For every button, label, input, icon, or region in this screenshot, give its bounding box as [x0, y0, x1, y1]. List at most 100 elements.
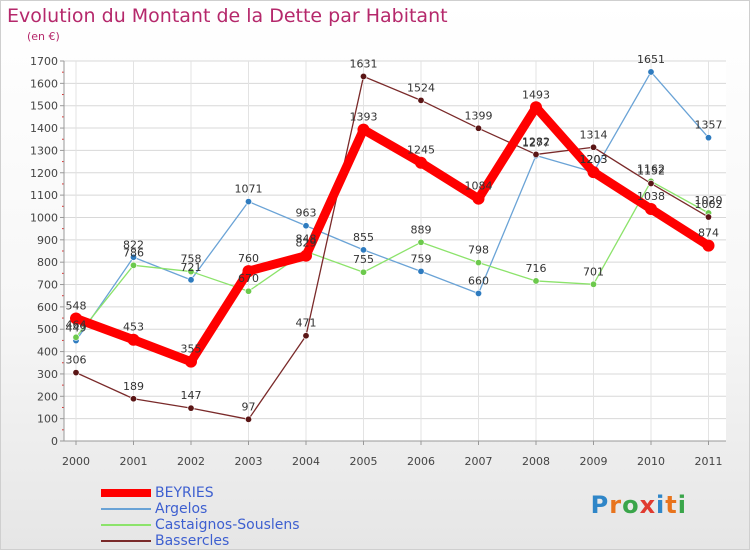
- data-label: 548: [66, 300, 87, 313]
- data-label: 701: [583, 265, 604, 278]
- x-tick-label: 2011: [695, 455, 723, 468]
- data-point: [589, 280, 597, 288]
- data-point: [302, 222, 310, 230]
- proxiti-logo: Proxiti: [591, 491, 687, 519]
- y-tick-label: 1400: [30, 122, 58, 135]
- data-label: 1002: [695, 198, 723, 211]
- data-point: [357, 123, 370, 136]
- data-label: 755: [353, 253, 374, 266]
- data-label: 1277: [522, 137, 550, 150]
- data-point: [187, 276, 195, 284]
- data-point: [589, 143, 597, 151]
- data-label: 1393: [350, 111, 378, 124]
- data-label: 1314: [580, 128, 608, 141]
- logo-letter: P: [590, 491, 610, 519]
- y-tick-label: 1000: [30, 211, 58, 224]
- plot-area: [64, 61, 726, 441]
- data-label: 1071: [235, 183, 263, 196]
- data-point: [185, 355, 197, 368]
- data-point: [647, 179, 655, 187]
- data-label: 874: [698, 227, 719, 240]
- series-line-beyries: [71, 102, 713, 367]
- data-point: [72, 333, 80, 341]
- data-label: 798: [468, 244, 489, 257]
- data-point: [532, 277, 540, 285]
- data-point: [645, 202, 657, 215]
- x-tick-label: 2005: [350, 455, 378, 468]
- data-point: [187, 404, 195, 412]
- data-point: [130, 395, 138, 403]
- x-tick-label: 2010: [637, 455, 665, 468]
- data-point: [245, 198, 253, 206]
- data-point: [647, 68, 655, 76]
- data-point: [245, 287, 253, 295]
- y-tick-label: 0: [51, 435, 58, 448]
- data-label: 453: [123, 321, 144, 334]
- logo-letter: t: [665, 491, 678, 519]
- data-label: 97: [242, 400, 256, 413]
- y-tick-label: 500: [37, 323, 58, 336]
- x-tick-label: 2008: [522, 455, 550, 468]
- legend-label: BEYRIES: [155, 485, 214, 501]
- data-label: 1203: [580, 153, 608, 166]
- logo-letter: i: [677, 491, 687, 519]
- data-label: 1651: [637, 53, 665, 66]
- legend-swatch: [101, 508, 151, 510]
- data-point: [359, 268, 367, 276]
- data-point: [130, 261, 138, 269]
- y-tick-label: 1600: [30, 77, 58, 90]
- x-tick-label: 2000: [62, 455, 90, 468]
- x-tick-label: 2004: [292, 455, 320, 468]
- legend-swatch: [101, 524, 151, 526]
- data-label: 1282: [522, 135, 550, 148]
- y-tick-label: 200: [37, 390, 58, 403]
- data-point: [127, 333, 140, 346]
- logo-letter: o: [622, 491, 640, 519]
- data-label: 822: [123, 238, 144, 251]
- y-tick-label: 1700: [30, 55, 58, 68]
- x-tick-label: 2001: [120, 455, 148, 468]
- data-point: [70, 312, 82, 325]
- series-line-bassercles: [75, 75, 710, 420]
- data-label: 1038: [637, 190, 665, 203]
- y-tick-label: 1500: [30, 100, 58, 113]
- data-label: 855: [353, 231, 374, 244]
- data-point: [474, 259, 482, 267]
- x-tick-label: 2002: [177, 455, 205, 468]
- data-point: [472, 192, 485, 205]
- data-label: 355: [181, 343, 202, 356]
- data-label: 449: [66, 322, 87, 335]
- data-label: 1203: [580, 153, 608, 166]
- data-label: 716: [526, 262, 547, 275]
- y-tick-label: 900: [37, 234, 58, 247]
- logo-letter: x: [639, 491, 657, 519]
- data-point: [72, 369, 80, 377]
- y-tick-label: 1100: [30, 189, 58, 202]
- data-point: [587, 166, 600, 179]
- x-tick-label: 2006: [407, 455, 435, 468]
- data-label: 670: [238, 272, 259, 285]
- data-label: 1162: [637, 162, 665, 175]
- data-label: 1020: [695, 194, 723, 207]
- data-point: [417, 96, 425, 104]
- data-label: 1399: [465, 109, 493, 122]
- data-label: 464: [66, 318, 87, 331]
- data-label: 147: [181, 389, 202, 402]
- data-point: [702, 239, 715, 252]
- y-tick-label: 700: [37, 279, 58, 292]
- legend-swatch: [101, 489, 151, 497]
- data-label: 1631: [350, 57, 378, 70]
- logo-letter: i: [656, 491, 666, 519]
- data-point: [532, 150, 540, 158]
- y-tick-label: 600: [37, 301, 58, 314]
- data-point: [245, 415, 253, 423]
- series-line-argelos: [75, 71, 710, 342]
- data-label: 306: [66, 354, 87, 367]
- data-label: 889: [411, 223, 432, 236]
- data-point: [130, 253, 138, 261]
- y-tick-label: 800: [37, 256, 58, 269]
- data-point: [300, 249, 312, 262]
- data-label: 760: [238, 252, 259, 265]
- data-label: 660: [468, 274, 489, 287]
